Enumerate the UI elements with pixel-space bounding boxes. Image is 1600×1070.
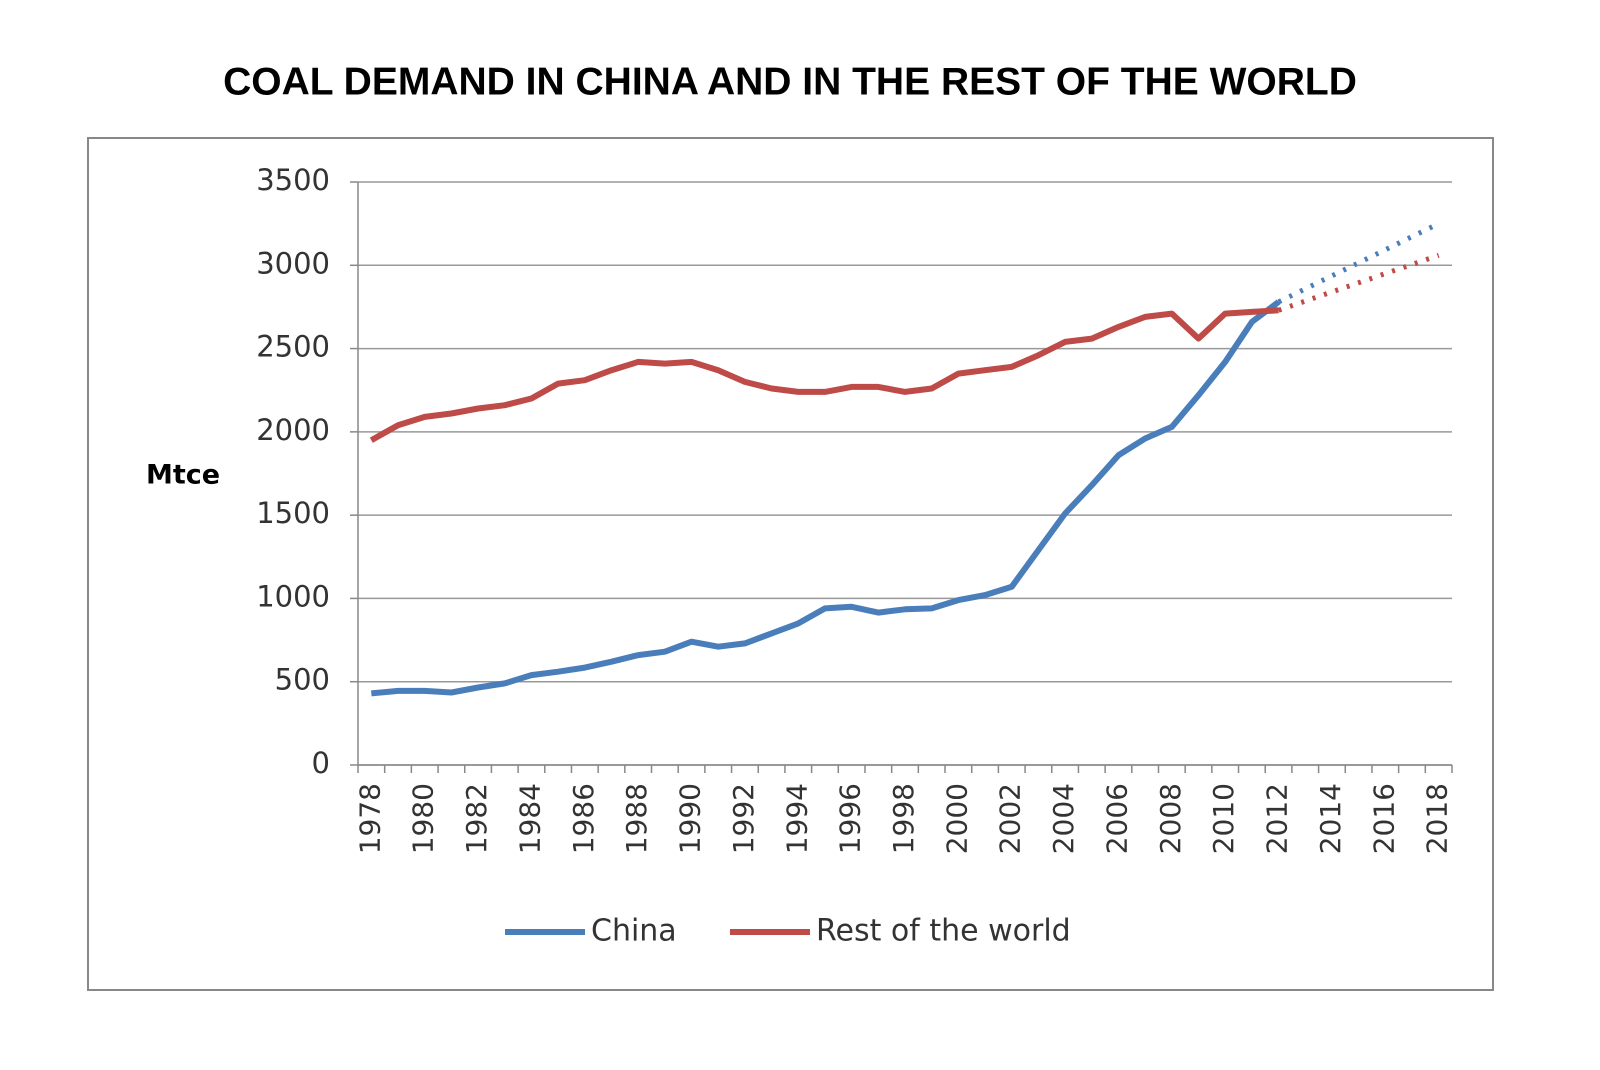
x-tick-label: 1984 [513, 783, 546, 854]
projection-line [1277, 252, 1440, 313]
x-tick-label: 1986 [567, 783, 600, 854]
y-tick-label: 0 [312, 746, 330, 780]
x-tick-label: 1980 [407, 783, 440, 854]
legend-label: China [591, 914, 677, 949]
x-tick-label: 1992 [727, 783, 760, 854]
x-tick-label: 2016 [1367, 783, 1400, 854]
x-tick-label: 2006 [1100, 783, 1133, 854]
series-line [369, 307, 1279, 443]
y-tick-label: 2000 [256, 413, 330, 447]
x-tick-label: 1982 [460, 783, 493, 854]
x-tick-label: 1978 [353, 783, 386, 854]
x-tick-label: 2018 [1421, 783, 1454, 854]
x-tick-label: 2010 [1207, 783, 1240, 854]
y-tick-label: 1500 [256, 496, 330, 530]
y-tick-label: 2500 [256, 330, 330, 364]
y-tick-label: 1000 [256, 579, 330, 613]
x-tick-label: 2014 [1314, 783, 1347, 854]
x-tick-label: 2002 [994, 783, 1027, 854]
y-axis-label: Mtce [146, 460, 220, 491]
x-tick-label: 2000 [940, 783, 973, 854]
y-tick-label: 3000 [256, 246, 330, 280]
y-tick-label: 500 [275, 663, 330, 697]
legend-label: Rest of the world [816, 914, 1071, 949]
y-tick-label: 3500 [256, 163, 330, 197]
chart-title: COAL DEMAND IN CHINA AND IN THE REST OF … [223, 60, 1357, 103]
x-tick-label: 1988 [620, 783, 653, 854]
x-tick-label: 1996 [834, 783, 867, 854]
x-tick-label: 2004 [1047, 783, 1080, 854]
x-tick-label: 2012 [1261, 783, 1294, 854]
series-line [371, 299, 1281, 697]
x-tick-label: 1998 [887, 783, 920, 854]
x-tick-label: 2008 [1154, 783, 1187, 854]
chart-frame [87, 137, 1494, 991]
x-tick-label: 1994 [780, 783, 813, 854]
x-tick-label: 1990 [674, 783, 707, 854]
